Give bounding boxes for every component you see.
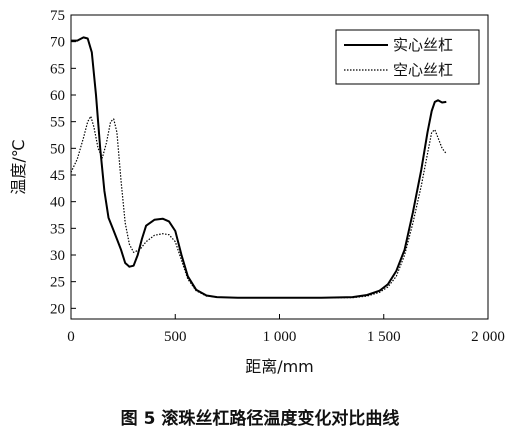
y-tick-label: 35 [50, 221, 65, 237]
y-tick-label: 60 [50, 88, 65, 104]
legend-box [335, 29, 480, 85]
plot-area: 0 500 1 000 1 500 2 000 20 25 30 35 40 45 50 55 60 65 7… [50, 8, 505, 345]
legend: 实心丝杠 空心丝杠 [335, 29, 480, 85]
y-tick-label: 75 [50, 8, 65, 24]
x-tick-label: 2 000 [471, 329, 505, 345]
x-tick-label: 500 [164, 329, 187, 345]
y-tick-label: 45 [50, 168, 65, 184]
series-layer [70, 36, 447, 299]
x-tick-label: 1 000 [263, 329, 297, 345]
figure-caption: 图 5 滚珠丝杠路径温度变化对比曲线 [120, 409, 400, 429]
y-tick-label: 20 [50, 301, 65, 317]
y-tick-label: 70 [50, 35, 65, 51]
series-line-dotted [70, 115, 447, 299]
y-tick-label: 50 [50, 141, 65, 157]
y-tick-label: 25 [50, 275, 65, 291]
x-axis-label: 距离/mm [245, 357, 314, 376]
legend-label-solid: 实心丝杠 [393, 36, 453, 54]
y-tick-label: 65 [50, 61, 65, 77]
series-line-solid [71, 36, 447, 299]
y-tick-label: 55 [50, 115, 65, 131]
legend-label-dotted: 空心丝杠 [393, 61, 453, 79]
ticks-layer: 0 500 1 000 1 500 2 000 20 25 30 35 40 45 50 55 60 65 7… [50, 8, 505, 345]
x-tick-label: 0 [67, 329, 75, 345]
y-tick-label: 40 [50, 195, 65, 211]
x-tick-label: 1 500 [367, 329, 401, 345]
y-axis-label: 温度/℃ [9, 139, 28, 194]
y-tick-label: 30 [50, 248, 65, 264]
